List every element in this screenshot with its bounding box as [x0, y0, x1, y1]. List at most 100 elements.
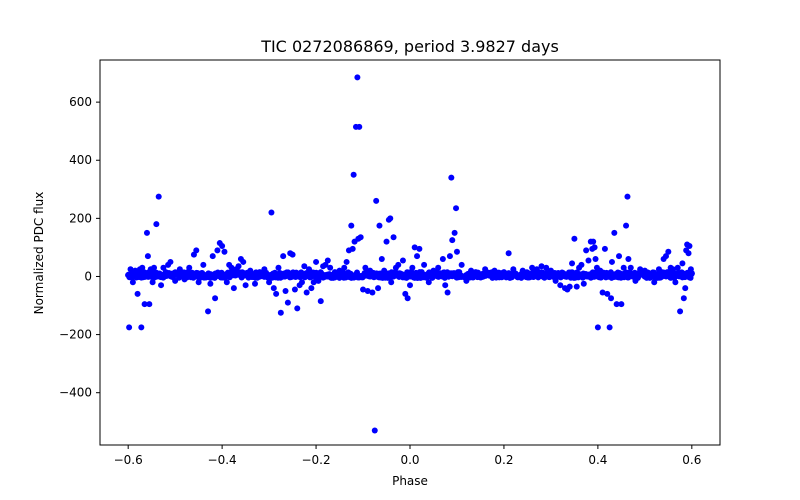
data-point [343, 258, 350, 265]
data-point [601, 245, 608, 252]
data-point [397, 270, 404, 277]
data-point [176, 266, 183, 273]
data-point [623, 222, 630, 229]
data-point [688, 270, 695, 277]
data-point [381, 267, 388, 274]
data-point [149, 279, 156, 286]
data-point [289, 251, 296, 258]
data-point [451, 229, 458, 236]
data-point [277, 309, 284, 316]
data-point [665, 248, 672, 255]
data-point [407, 282, 413, 289]
data-point [585, 257, 592, 264]
data-point [193, 247, 200, 254]
data-point [583, 247, 590, 254]
data-point [327, 264, 334, 271]
data-point [592, 256, 599, 263]
data-point [341, 264, 348, 271]
data-point [620, 264, 627, 271]
data-point [221, 248, 228, 255]
data-point [186, 264, 193, 271]
data-point [435, 264, 442, 271]
data-point [608, 258, 615, 265]
data-point [219, 242, 226, 249]
data-point [138, 324, 145, 331]
y-tick-label: 0 [84, 269, 92, 283]
data-point [627, 264, 634, 271]
data-point [195, 279, 202, 286]
data-point [228, 264, 235, 271]
data-point [472, 269, 479, 276]
y-tick-label: −400 [59, 386, 92, 400]
data-point [125, 272, 132, 279]
data-point [383, 238, 390, 245]
x-tick-label: 0.0 [400, 453, 419, 467]
data-point [230, 285, 237, 292]
data-point [153, 221, 160, 228]
data-point [456, 269, 463, 276]
data-point [646, 270, 653, 277]
data-point [301, 263, 308, 270]
data-point [533, 266, 540, 273]
data-point [463, 277, 470, 284]
data-point [604, 290, 611, 297]
plot-frame [99, 59, 721, 446]
data-point [291, 286, 298, 293]
data-point [453, 205, 460, 212]
data-point [685, 250, 692, 257]
data-point [375, 285, 382, 292]
data-point [500, 269, 507, 276]
y-tick-label: 600 [69, 95, 92, 109]
data-point [578, 261, 585, 268]
data-point [591, 244, 598, 251]
data-point [273, 290, 280, 297]
data-point [158, 282, 165, 289]
y-tick-label: 200 [69, 211, 92, 225]
data-point [143, 229, 150, 236]
data-point [155, 193, 162, 200]
data-point [430, 267, 437, 274]
data-point [686, 242, 693, 249]
y-tick-label: −200 [59, 328, 92, 342]
data-point [557, 282, 564, 289]
data-point [162, 269, 169, 276]
data-point [181, 276, 188, 283]
data-point [505, 250, 512, 257]
data-point [679, 260, 686, 267]
data-point [313, 258, 320, 265]
data-point [608, 295, 615, 302]
data-point [336, 267, 343, 274]
data-point [261, 266, 268, 273]
data-point [590, 238, 597, 245]
data-point [356, 123, 363, 130]
data-point [618, 301, 625, 308]
data-point [240, 258, 247, 265]
data-point [390, 234, 397, 241]
data-point [418, 269, 425, 276]
data-point [421, 261, 428, 268]
data-point [655, 266, 662, 273]
data-point [580, 280, 587, 287]
data-point [242, 282, 249, 289]
data-point [677, 308, 684, 315]
data-point [369, 289, 376, 296]
data-point [573, 283, 580, 290]
data-point [637, 266, 644, 273]
data-point [624, 193, 631, 200]
data-point [444, 289, 451, 296]
data-point [212, 295, 219, 302]
data-point [306, 266, 313, 273]
data-point [324, 257, 331, 264]
data-point [357, 234, 364, 241]
x-tick-label: −0.6 [114, 453, 143, 467]
data-point [674, 264, 681, 271]
data-point [458, 261, 465, 268]
plot-area [125, 74, 695, 434]
data-point [632, 277, 639, 284]
data-point [315, 277, 322, 284]
x-tick-label: −0.2 [301, 453, 330, 467]
data-point [388, 279, 395, 286]
data-point [680, 295, 687, 302]
data-point [144, 253, 151, 260]
